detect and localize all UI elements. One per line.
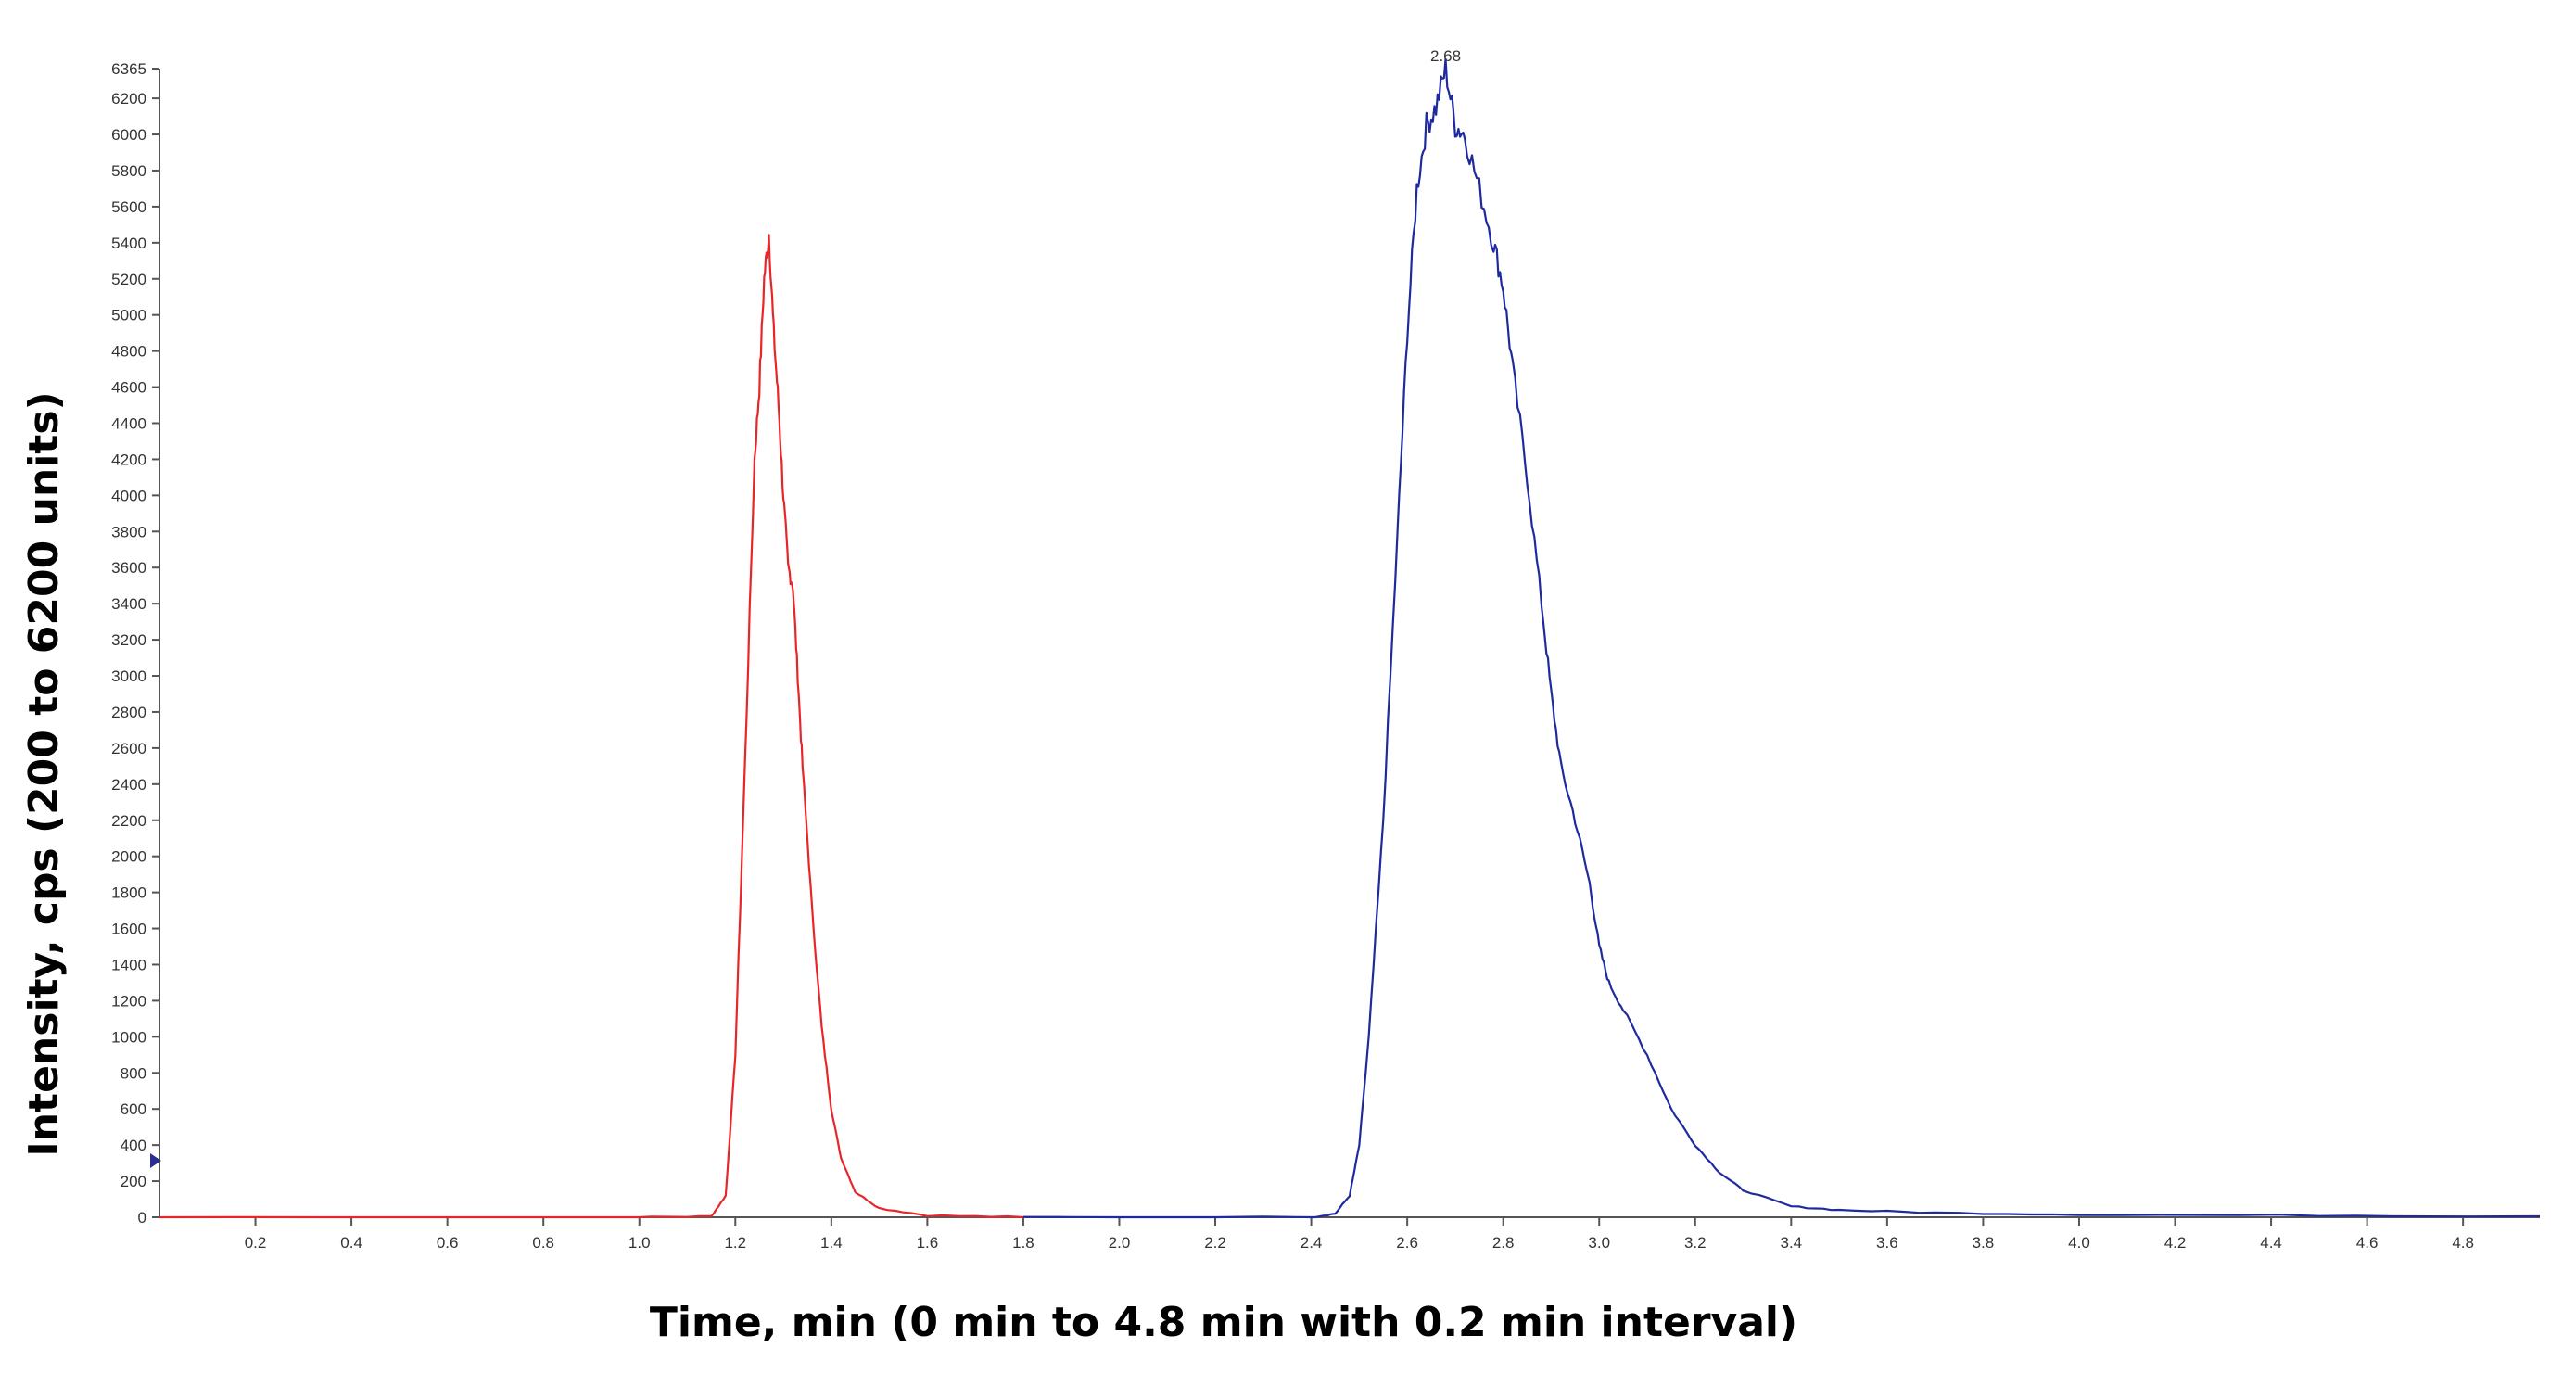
peak-label: 2.68 [1430, 47, 1461, 65]
y-tick-label: 4800 [111, 343, 146, 361]
x-tick-label: 3.0 [1588, 1234, 1610, 1252]
x-tick-label: 3.2 [1684, 1234, 1707, 1252]
x-tick-label: 1.6 [917, 1234, 939, 1252]
y-tick-label: 1000 [111, 1028, 146, 1046]
y-tick-label: 4600 [111, 379, 146, 397]
y-tick-label: 3400 [111, 595, 146, 613]
y-tick-label: 1800 [111, 884, 146, 902]
y-tick-label: 3800 [111, 523, 146, 540]
x-tick-label: 4.6 [2356, 1234, 2379, 1252]
x-tick-label: 3.6 [1876, 1234, 1898, 1252]
y-tick-label: 1400 [111, 956, 146, 973]
y-tick-label: 1600 [111, 921, 146, 938]
y-axis-title: Intensity, cps (200 to 6200 units) [20, 391, 68, 1156]
series-line-1 [159, 234, 1023, 1219]
y-tick-label: 800 [121, 1064, 146, 1082]
y-tick-label: 3600 [111, 559, 146, 577]
chart-axes [159, 69, 2540, 1218]
y-axis-ticks: 0 200 400 600 800 1000 1200 1400 1600 1800 2000 220… [111, 60, 159, 1227]
y-tick-label: 2400 [111, 776, 146, 794]
y-tick-label: 4200 [111, 451, 146, 468]
y-tick-label: 2800 [111, 704, 146, 721]
y-tick-label: 5800 [111, 162, 146, 180]
x-tick-label: 2.4 [1301, 1234, 1323, 1252]
x-tick-label: 1.8 [1012, 1234, 1034, 1252]
y-tick-label: 3000 [111, 667, 146, 685]
x-tick-label: 1.4 [820, 1234, 843, 1252]
chart-annotations: 2.68 [1430, 47, 1461, 65]
x-tick-label: 0.4 [340, 1234, 362, 1252]
x-tick-label: 4.2 [2164, 1234, 2187, 1252]
x-tick-label: 3.4 [1781, 1234, 1803, 1252]
x-tick-label: 3.8 [1973, 1234, 1995, 1252]
y-tick-label: 2200 [111, 812, 146, 830]
x-tick-label: 2.2 [1204, 1234, 1226, 1252]
x-tick-label: 0.2 [245, 1234, 267, 1252]
x-axis-ticks: 0.2 0.4 0.6 0.8 1.0 1.2 1.4 1.6 1.8 2.0 2.2 2.4 2.6 2… [245, 1217, 2474, 1252]
x-tick-label: 0.6 [437, 1234, 459, 1252]
series-line-2 [1022, 57, 2541, 1219]
x-tick-label: 0.8 [532, 1234, 554, 1252]
y-tick-label: 3200 [111, 631, 146, 649]
x-tick-label: 4.0 [2068, 1234, 2090, 1252]
y-tick-label: 6200 [111, 90, 146, 108]
y-tick-label: 5200 [111, 271, 146, 288]
y-tick-label: 400 [121, 1137, 146, 1154]
y-tick-label: 200 [121, 1173, 146, 1190]
y-tick-label: 4400 [111, 415, 146, 433]
x-tick-label: 2.0 [1109, 1234, 1131, 1252]
y-tick-label: 2000 [111, 848, 146, 866]
x-tick-label: 1.0 [628, 1234, 651, 1252]
y-axis-marker-icon [150, 1153, 161, 1168]
x-tick-label: 2.6 [1396, 1234, 1418, 1252]
y-tick-label: 2600 [111, 740, 146, 757]
y-tick-label: 5400 [111, 235, 146, 252]
x-axis-title: Time, min (0 min to 4.8 min with 0.2 min… [650, 1299, 1797, 1346]
y-tick-label: 600 [121, 1100, 146, 1118]
x-tick-label: 1.2 [724, 1234, 746, 1252]
y-tick-label: 0 [138, 1209, 146, 1227]
chart-series [159, 57, 2541, 1219]
x-tick-label: 2.8 [1492, 1234, 1515, 1252]
y-tick-label: 1200 [111, 992, 146, 1010]
x-tick-label: 4.4 [2260, 1234, 2282, 1252]
y-tick-label: 4000 [111, 487, 146, 504]
y-tick-label: 5600 [111, 198, 146, 216]
y-tick-label: 6000 [111, 126, 146, 144]
y-tick-label: 5000 [111, 307, 146, 324]
y-tick-label: 6365 [111, 60, 146, 78]
x-tick-label: 4.8 [2452, 1234, 2474, 1252]
